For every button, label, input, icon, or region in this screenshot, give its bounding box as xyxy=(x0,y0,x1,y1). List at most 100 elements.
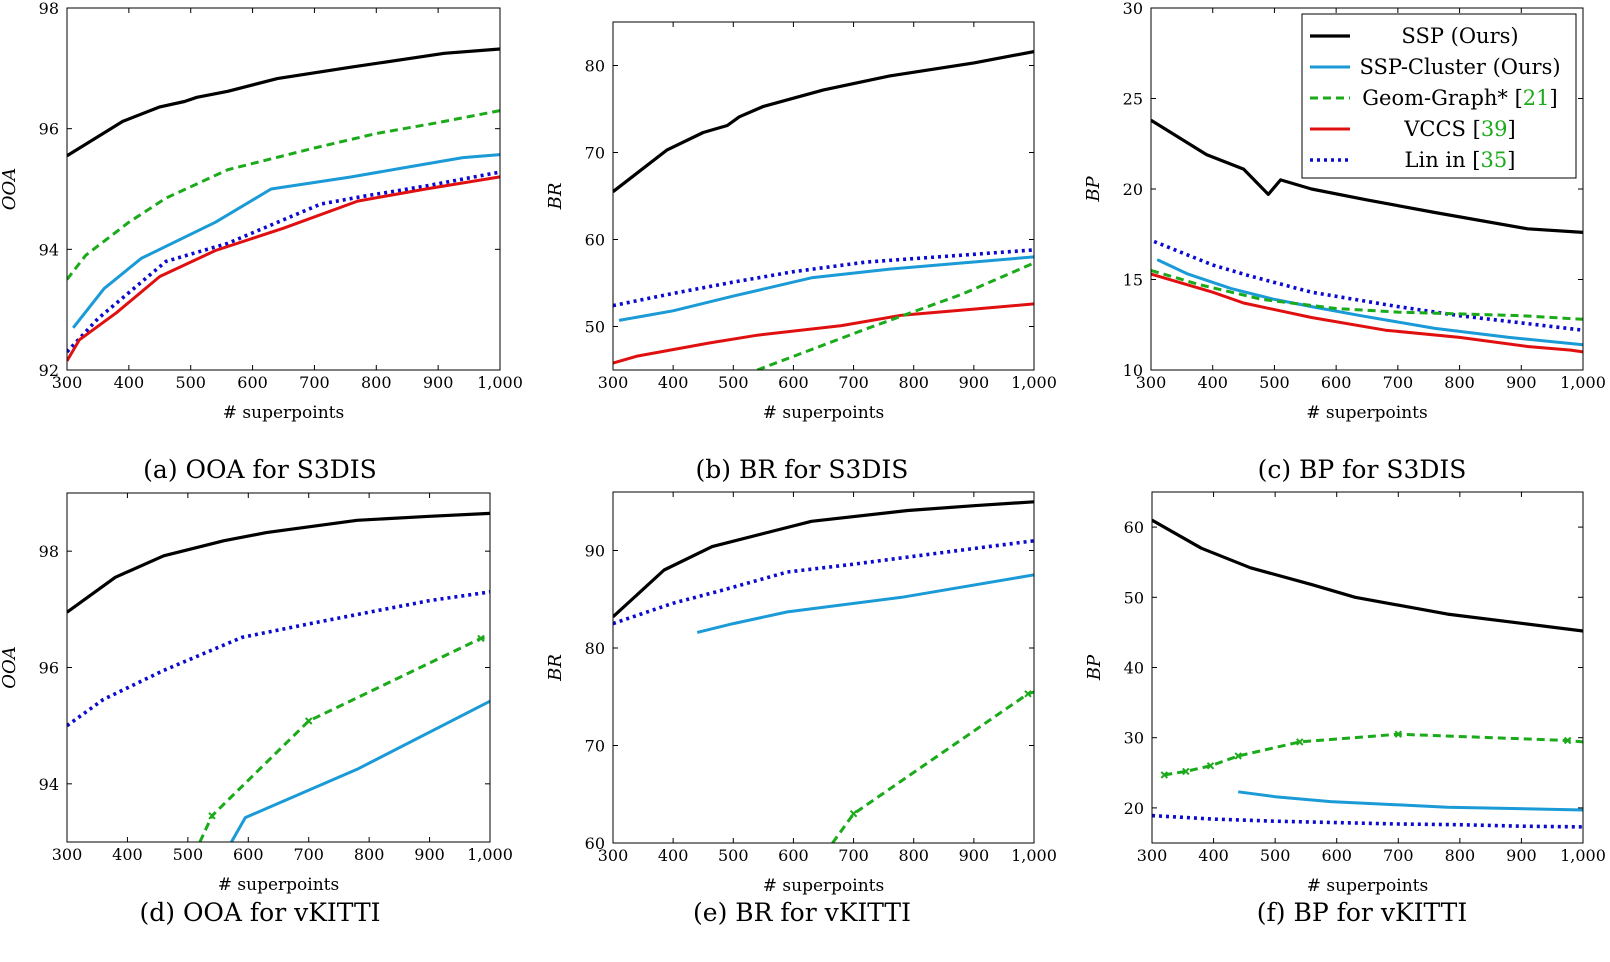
x-tick-label: 700 xyxy=(299,373,330,392)
x-tick-label: 800 xyxy=(361,373,392,392)
subfigure-caption: (d) OOA for vKITTI xyxy=(139,898,380,927)
series-line-ssp xyxy=(613,50,1034,193)
x-tick-label: 1,000 xyxy=(467,845,513,864)
y-tick-label: 20 xyxy=(1123,180,1143,199)
x-axis-label: # superpoints xyxy=(1306,403,1427,423)
y-tick-label: 50 xyxy=(1124,588,1144,607)
x-tick-label: 700 xyxy=(293,845,324,864)
y-tick-label: 50 xyxy=(585,318,605,337)
series-line-geom_graph xyxy=(198,635,490,842)
y-tick-label: 80 xyxy=(585,57,605,76)
x-tick-label: 500 xyxy=(1259,373,1290,392)
x-tick-label: 400 xyxy=(1198,846,1229,865)
y-tick-label: 92 xyxy=(39,361,59,380)
chart-b: 300 400 500 600 700 800 900 1,000 50 60 70 80 # supe… xyxy=(545,21,1057,484)
x-tick-label: 900 xyxy=(959,846,990,865)
series-line-ssp_cluster xyxy=(230,699,490,842)
plot-frame xyxy=(66,492,491,843)
series-line-vccs xyxy=(1151,272,1583,354)
x-tick-label: 600 xyxy=(233,845,264,864)
legend-label: Geom-Graph* [21] xyxy=(1362,86,1557,110)
x-axis-label: # superpoints xyxy=(1307,876,1428,896)
legend-label-text: Lin in [ xyxy=(1405,148,1481,172)
x-tick-label: 300 xyxy=(598,846,629,865)
x-tick-label: 800 xyxy=(354,845,385,864)
legend-citation: 39 xyxy=(1481,117,1508,141)
series-group xyxy=(613,50,1034,370)
y-tick-label: 96 xyxy=(39,120,59,139)
y-tick-label: 98 xyxy=(39,542,59,561)
data-point-marker xyxy=(1024,690,1032,698)
legend-bracket: ] xyxy=(1507,148,1515,172)
data-point-marker xyxy=(1234,752,1242,760)
chart-d: 300 400 500 600 700 800 900 1,000 94 96 98 # superp… xyxy=(0,492,513,927)
x-tick-label: 800 xyxy=(898,373,929,392)
legend-label-text: SSP-Cluster (Ours) xyxy=(1359,55,1560,79)
y-tick-label: 98 xyxy=(39,0,59,18)
x-tick-label: 600 xyxy=(1321,846,1352,865)
x-tick-label: 500 xyxy=(718,373,749,392)
series-line-ssp_cluster xyxy=(618,255,1034,322)
legend-label-text: SSP (Ours) xyxy=(1401,24,1518,48)
series-group xyxy=(67,511,490,842)
x-tick-label: 700 xyxy=(1383,846,1414,865)
series-line-lin xyxy=(613,248,1034,308)
data-point-marker xyxy=(1394,730,1402,738)
x-tick-label: 1,000 xyxy=(1560,373,1606,392)
series-line-vccs xyxy=(613,302,1034,365)
charts-layer: 300 400 500 600 700 800 900 1,000 92 94 96 98 # supe… xyxy=(0,0,1606,927)
subfigure-caption: (a) OOA for S3DIS xyxy=(143,455,377,484)
data-point-marker xyxy=(1182,767,1190,776)
y-tick-label: 60 xyxy=(1124,518,1144,537)
x-tick-label: 300 xyxy=(1136,373,1167,392)
y-tick-label: 80 xyxy=(585,639,605,658)
legend-label-text: Geom-Graph* [ xyxy=(1362,86,1523,110)
series-line-ssp xyxy=(1152,518,1583,633)
x-tick-label: 600 xyxy=(237,373,268,392)
y-axis-label: BP xyxy=(1084,654,1105,681)
chart-f: 300 400 500 600 700 800 900 1,000 20 30 40 50 60 # su… xyxy=(1084,491,1606,927)
y-tick-label: 96 xyxy=(39,659,59,678)
y-tick-label: 70 xyxy=(585,737,605,756)
data-point-marker xyxy=(305,717,313,725)
series-line-ssp xyxy=(67,47,500,158)
x-tick-label: 1,000 xyxy=(1011,846,1057,865)
plot-frame xyxy=(1151,491,1584,844)
chart-c: 300 400 500 600 700 800 900 1,000 10 15 20 25 30 # su… xyxy=(1083,0,1606,484)
plot-frame xyxy=(66,7,501,371)
x-axis-label: # superpoints xyxy=(223,403,344,423)
subfigure-caption: (b) BR for S3DIS xyxy=(696,455,909,484)
plot-frame xyxy=(612,491,1035,844)
series-line-ssp_cluster xyxy=(72,153,500,329)
y-tick-label: 90 xyxy=(585,542,605,561)
y-tick-label: 40 xyxy=(1124,659,1144,678)
y-tick-label: 94 xyxy=(39,240,59,259)
subfigure-caption: (e) BR for vKITTI xyxy=(693,898,911,927)
x-tick-label: 1,000 xyxy=(477,373,523,392)
data-point-marker xyxy=(1563,736,1572,745)
x-tick-label: 900 xyxy=(414,845,445,864)
x-tick-label: 900 xyxy=(423,373,454,392)
x-tick-label: 900 xyxy=(1506,373,1537,392)
series-line-geom_graph xyxy=(67,109,500,281)
x-axis-label: # superpoints xyxy=(218,875,339,895)
x-tick-label: 500 xyxy=(173,845,204,864)
y-tick-label: 10 xyxy=(1123,361,1143,380)
series-line-ssp xyxy=(1151,118,1583,234)
x-axis-label: # superpoints xyxy=(763,403,884,423)
series-line-lin xyxy=(1152,813,1583,829)
x-tick-label: 300 xyxy=(52,373,83,392)
x-tick-label: 600 xyxy=(1321,373,1352,392)
plot-frame xyxy=(612,21,1035,371)
y-axis-label: BR xyxy=(545,654,566,682)
y-tick-label: 25 xyxy=(1123,90,1143,109)
series-group xyxy=(67,47,500,362)
y-tick-label: 60 xyxy=(585,834,605,853)
y-tick-label: 15 xyxy=(1123,271,1143,290)
series-line-vccs xyxy=(67,175,500,362)
x-tick-label: 700 xyxy=(838,846,869,865)
y-axis-label: BP xyxy=(1083,175,1104,202)
chart-a: 300 400 500 600 700 800 900 1,000 92 94 96 98 # supe… xyxy=(0,0,523,484)
series-line-ssp xyxy=(613,500,1034,618)
legend: SSP (Ours) SSP-Cluster (Ours) Geom-Graph* … xyxy=(1301,13,1577,179)
